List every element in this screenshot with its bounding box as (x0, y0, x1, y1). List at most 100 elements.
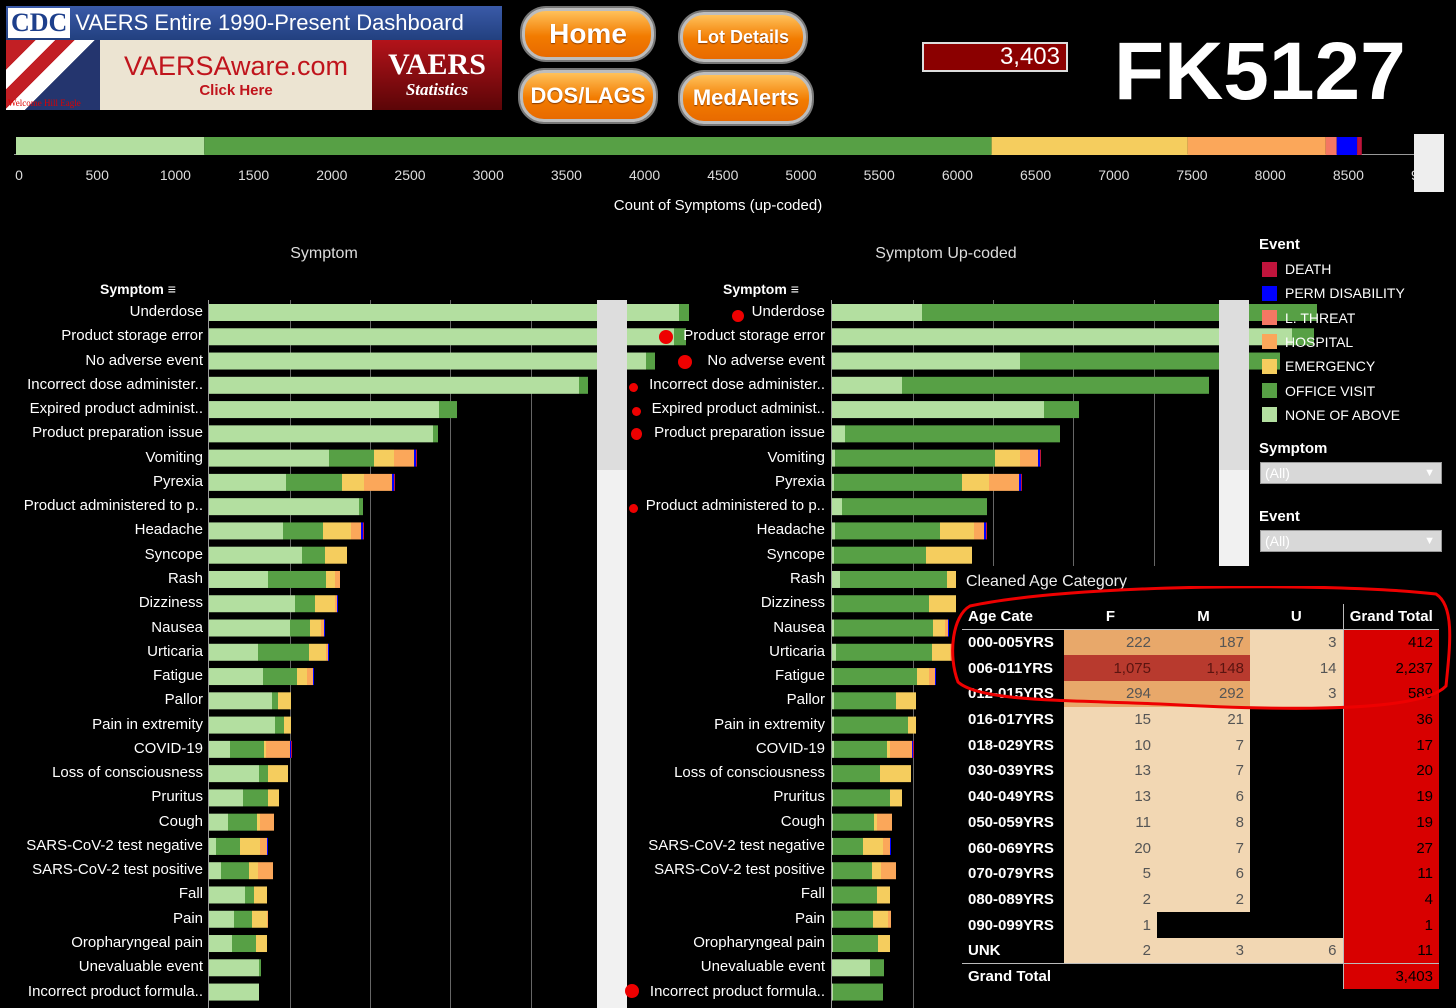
left-symptom-label[interactable]: SARS-CoV-2 test negative (26, 836, 203, 854)
right-bar-office-visit[interactable] (922, 304, 1317, 321)
right-bar-emergency[interactable] (874, 813, 877, 831)
left-bar-none-of-above[interactable] (209, 546, 302, 564)
left-symptom-label[interactable]: Vomiting (145, 448, 203, 466)
right-bar-hospital[interactable] (888, 910, 891, 928)
cdc-dashboard-banner[interactable]: CDC VAERS Entire 1990-Present Dashboard (6, 6, 502, 40)
left-bar-emergency[interactable] (254, 886, 267, 904)
right-bar-emergency[interactable] (878, 935, 890, 953)
right-bar-none-of-above[interactable] (832, 522, 835, 540)
right-bar-emergency[interactable] (926, 546, 972, 564)
top-bar-segment-perm-disability[interactable] (1336, 137, 1358, 155)
right-bar-perm-disability[interactable] (984, 522, 986, 540)
right-bar-none-of-above[interactable] (832, 837, 833, 855)
right-symptom-label[interactable]: Syncope (766, 545, 825, 563)
left-symptom-label[interactable]: Unevaluable event (78, 958, 203, 976)
left-symptom-label[interactable]: Expired product administ.. (29, 400, 203, 418)
left-bar-office-visit[interactable] (302, 546, 325, 564)
right-bar-office-visit[interactable] (835, 449, 995, 467)
right-bar-none-of-above[interactable] (832, 304, 922, 321)
right-bar-office-visit[interactable] (833, 837, 863, 855)
right-bar-office-visit[interactable] (870, 959, 884, 977)
right-bar-hospital[interactable] (929, 668, 935, 686)
left-bar-hospital[interactable] (267, 910, 268, 928)
left-bar-emergency[interactable] (256, 935, 267, 953)
left-bar-hospital[interactable] (326, 643, 328, 661)
right-bar-perm-disability[interactable] (948, 619, 949, 637)
left-bar-hospital[interactable] (258, 862, 273, 880)
left-bar-none-of-above[interactable] (209, 570, 268, 588)
left-bar-perm-disability[interactable] (313, 668, 314, 686)
right-bar-none-of-above[interactable] (832, 595, 834, 613)
sort-icon[interactable]: ≡ (790, 281, 799, 297)
left-bar-office-visit[interactable] (230, 740, 264, 758)
left-bar-death[interactable] (363, 522, 364, 540)
left-bar-none-of-above[interactable] (209, 959, 259, 977)
left-symptom-label[interactable]: Product administered to p.. (23, 497, 203, 515)
left-bar-emergency[interactable] (342, 473, 364, 491)
right-symptom-label[interactable]: Pyrexia (774, 472, 825, 490)
left-bar-none-of-above[interactable] (209, 376, 579, 394)
right-bar-emergency[interactable] (940, 522, 974, 540)
left-bar-none-of-above[interactable] (209, 425, 433, 443)
left-bar-office-visit[interactable] (259, 959, 261, 977)
left-bar-perm-disability[interactable] (337, 595, 338, 613)
left-bar-hospital[interactable] (351, 522, 361, 540)
right-bar-hospital[interactable] (881, 862, 896, 880)
left-bar-none-of-above[interactable] (209, 983, 259, 1001)
right-bar-perm-disability[interactable] (1038, 449, 1040, 467)
left-bar-none-of-above[interactable] (209, 862, 221, 880)
left-bar-office-visit[interactable] (646, 352, 655, 370)
right-bar-office-visit[interactable] (834, 595, 929, 613)
left-bar-office-visit[interactable] (232, 935, 256, 953)
left-symptom-label[interactable]: Pain in extremity (92, 715, 203, 733)
right-symptom-label[interactable]: Unevaluable event (700, 958, 825, 976)
left-bar-none-of-above[interactable] (209, 910, 234, 928)
left-bar-death[interactable] (394, 473, 395, 491)
left-bar-hospital[interactable] (321, 619, 324, 637)
left-bar-none-of-above[interactable] (209, 692, 272, 710)
left-symptom-label[interactable]: Incorrect product formula.. (27, 982, 203, 1000)
right-bar-hospital[interactable] (877, 813, 892, 831)
right-symptom-label[interactable]: Expired product administ.. (651, 400, 825, 418)
right-bar-office-visit[interactable] (833, 789, 890, 807)
left-bar-hospital[interactable] (260, 813, 274, 831)
left-bar-office-visit[interactable] (679, 304, 689, 321)
right-bar-office-visit[interactable] (833, 935, 878, 953)
right-bar-none-of-above[interactable] (832, 449, 835, 467)
left-bar-none-of-above[interactable] (209, 328, 674, 346)
right-bar-hospital[interactable] (989, 473, 1019, 491)
right-bar-emergency[interactable] (962, 473, 989, 491)
left-symptom-label[interactable]: Pyrexia (152, 472, 203, 490)
left-symptom-label[interactable]: Urticaria (147, 642, 203, 660)
right-symptom-label[interactable]: COVID-19 (755, 739, 825, 757)
right-symptom-label[interactable]: Pain in extremity (714, 715, 825, 733)
right-bar-office-visit[interactable] (833, 862, 872, 880)
left-symptom-label[interactable]: Headache (134, 521, 203, 539)
right-symptom-label[interactable]: Headache (756, 521, 825, 539)
left-bar-hospital[interactable] (335, 595, 337, 613)
left-symptom-label[interactable]: Nausea (151, 618, 203, 636)
right-symptom-label[interactable]: Product preparation issue (654, 424, 825, 442)
right-bar-office-visit[interactable] (840, 570, 947, 588)
right-bar-office-visit[interactable] (834, 473, 962, 491)
legend-item-perm-disability[interactable]: PERM DISABILITY (1262, 285, 1405, 301)
left-bar-office-visit[interactable] (359, 498, 363, 516)
left-bar-emergency[interactable] (315, 595, 335, 613)
right-bar-emergency[interactable] (877, 886, 890, 904)
top-bar-segment-emergency[interactable] (991, 137, 1188, 155)
left-bar-perm-disability[interactable] (392, 473, 394, 491)
left-bar-hospital[interactable] (266, 740, 290, 758)
left-bar-none-of-above[interactable] (209, 522, 283, 540)
right-bar-none-of-above[interactable] (832, 352, 1020, 370)
right-bar-perm-disability[interactable] (1019, 473, 1021, 491)
left-bar-office-visit[interactable] (674, 328, 686, 346)
right-bar-none-of-above[interactable] (832, 935, 833, 953)
right-bar-none-of-above[interactable] (832, 910, 833, 928)
symptom-filter-select[interactable]: (All) ▼ (1260, 462, 1442, 484)
right-bar-perm-disability[interactable] (935, 668, 936, 686)
right-bar-none-of-above[interactable] (832, 692, 834, 710)
top-bar-segment-death[interactable] (1357, 137, 1362, 155)
legend-item-emergency[interactable]: EMERGENCY (1262, 358, 1375, 374)
right-symptom-label[interactable]: Pallor (786, 691, 825, 709)
left-bar-emergency[interactable] (323, 522, 351, 540)
